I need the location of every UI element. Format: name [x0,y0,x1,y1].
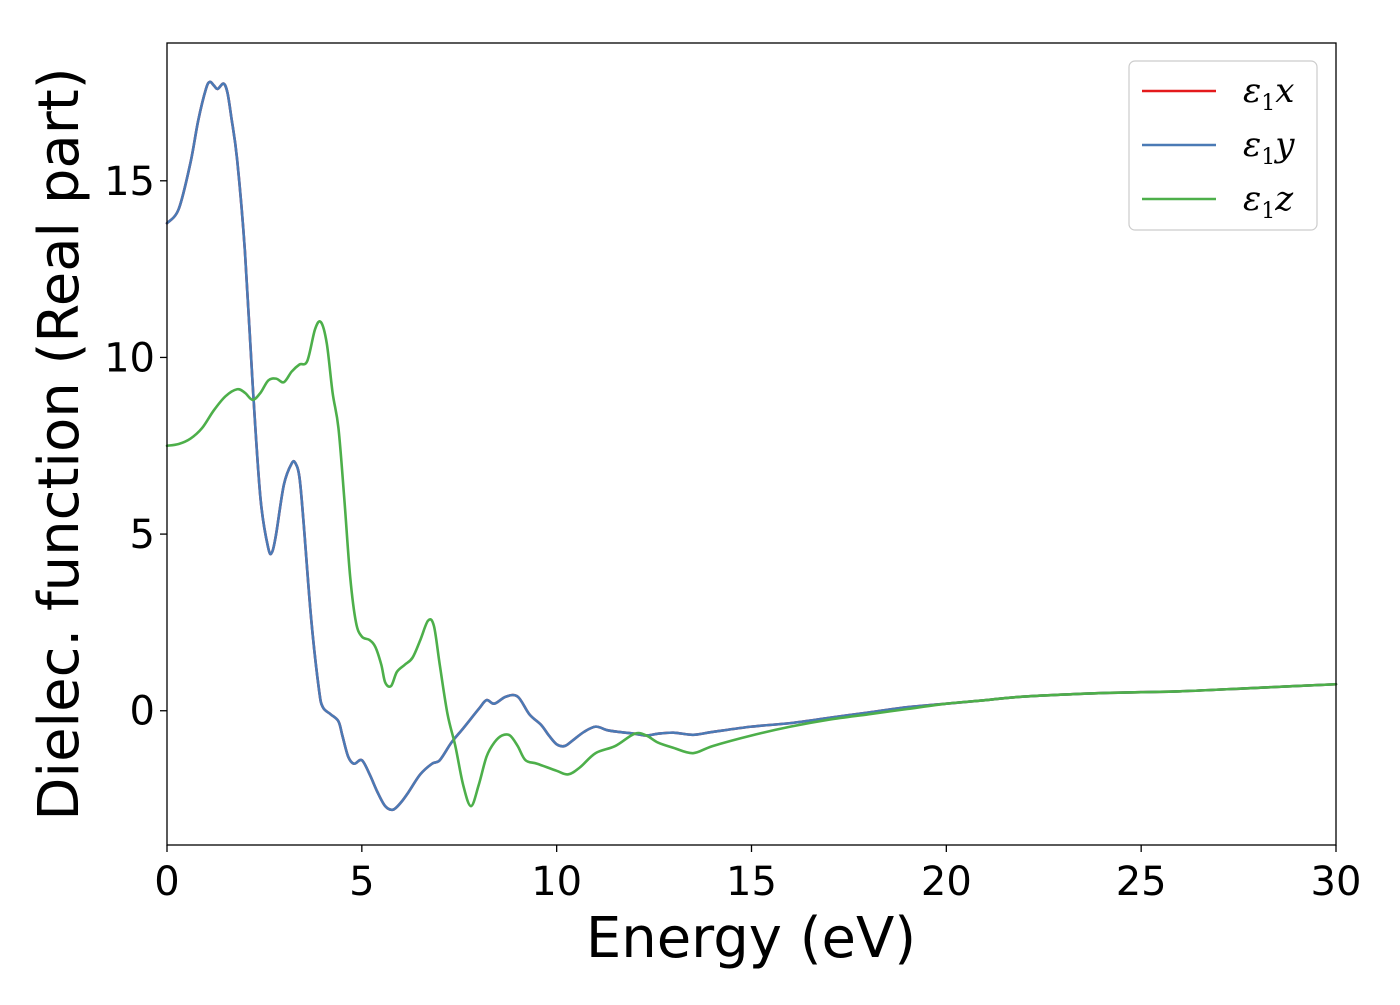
x-tick-label: 0 [154,859,179,905]
legend-entries: ε1x ε1y ε1z [1142,71,1295,224]
x-tick-label: 20 [921,859,972,905]
x-tick-label: 10 [531,859,582,905]
x-tick-label: 15 [726,859,777,905]
series-line-z [165,320,1338,808]
legend-label-x: ε1x [1243,71,1294,116]
y-tick-label: 5 [130,512,155,558]
legend-entry-y: ε1y [1142,125,1295,170]
x-tick-label: 5 [349,859,374,905]
series-layer [165,80,1338,812]
legend-entry-z: ε1z [1142,179,1294,224]
legend-label-y: ε1y [1243,125,1295,170]
x-tick-label: 30 [1311,859,1362,905]
y-axis-title: Dielec. function (Real part) [27,67,92,820]
legend-box [1128,60,1318,231]
y-tick-label: 10 [104,335,155,381]
x-tick-label: 25 [1116,859,1167,905]
x-axis-title: Energy (eV) [586,906,916,971]
legend: ε1x ε1y ε1z [1128,60,1318,231]
y-ticks: 0 5 10 15 [104,159,167,735]
legend-entry-x: ε1x [1142,71,1294,116]
legend-label-z: ε1z [1243,179,1294,224]
y-tick-label: 0 [130,689,155,735]
y-tick-label: 15 [104,159,155,205]
x-ticks: 0 5 10 15 20 25 30 [154,845,1361,905]
series-line-y [165,80,1338,812]
